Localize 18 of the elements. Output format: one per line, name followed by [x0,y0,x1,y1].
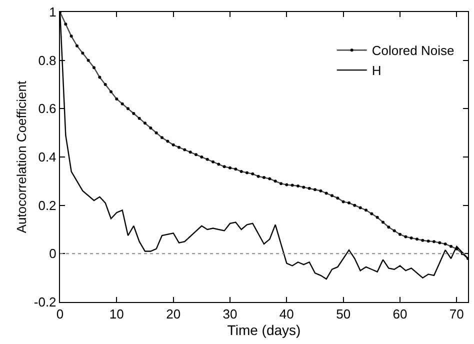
x-tick-label: 50 [336,306,351,322]
y-tick-label: 1 [49,4,56,20]
y-tick-label: 0.8 [38,52,56,68]
y-tick-label: 0.2 [38,198,56,213]
x-tick-label: 40 [279,306,294,322]
x-tick-label: 30 [222,306,238,322]
x-tick-label: 20 [166,306,181,322]
x-tick-label: 70 [449,306,464,322]
y-tick-label: 0 [49,246,56,262]
y-tick-label: 0.4 [38,150,56,165]
y-axis-title: Autocorrelation Coefficient [14,80,29,234]
legend-label: Colored Noise [372,43,454,58]
y-tick-label: -0.2 [34,294,56,310]
legend-label: H [372,63,382,78]
y-tick-label: 0.6 [38,101,56,116]
x-tick-label: 10 [109,306,124,322]
x-axis-title: Time (days) [227,322,301,338]
x-tick-label: 60 [392,306,408,322]
